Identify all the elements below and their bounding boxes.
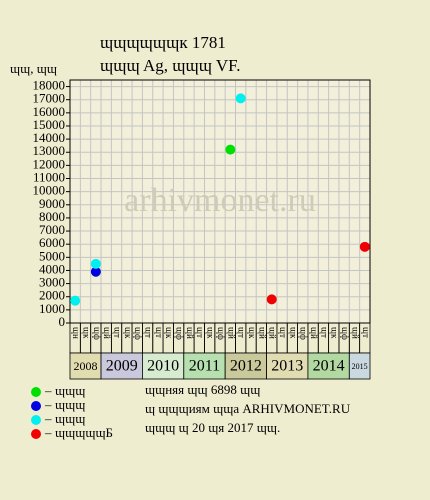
y-tick-label: 18000 bbox=[33, 78, 66, 93]
x-tick-label: ɰф bbox=[299, 327, 309, 340]
legend-dash: – bbox=[44, 425, 52, 440]
data-point bbox=[225, 144, 236, 155]
legend-marker bbox=[31, 415, 41, 425]
note: ɰɰняя ɰɰ 6898 ɰɰ bbox=[145, 382, 260, 397]
y-tick-label: 1000 bbox=[39, 301, 65, 316]
y-tick-label: 13000 bbox=[33, 143, 66, 158]
year-label: 2010 bbox=[147, 358, 179, 375]
y-tick-label: 2000 bbox=[39, 288, 65, 303]
legend-marker bbox=[31, 429, 41, 439]
chart-subtitle: ɰɰɰ Ag, ɰɰɰ VF. bbox=[100, 56, 241, 75]
plot-area bbox=[69, 79, 371, 324]
x-tick-label: ɰт bbox=[361, 327, 371, 338]
x-tick-label: ɰй bbox=[226, 327, 236, 339]
y-axis-label: ɰɰ, ɰɰ bbox=[10, 61, 57, 76]
y-tick-label: 5000 bbox=[39, 248, 65, 263]
legend-label: ɰɰɰ bbox=[55, 411, 85, 426]
y-tick-label: 0 bbox=[59, 314, 66, 329]
year-band bbox=[100, 352, 143, 380]
data-point bbox=[266, 294, 277, 305]
data-point bbox=[359, 241, 370, 252]
x-tick-label: ɰф bbox=[216, 327, 226, 340]
year-label: 2008 bbox=[74, 359, 98, 373]
x-tick-label: ɰф bbox=[133, 327, 143, 340]
x-tick-label: ɰй bbox=[257, 327, 267, 339]
x-tick-label: ɰф bbox=[92, 327, 102, 340]
year-band bbox=[69, 352, 102, 380]
year-band bbox=[348, 352, 371, 380]
x-tick-label: ɰт bbox=[154, 327, 164, 338]
x-tick-label: ɰф bbox=[175, 327, 185, 340]
x-tick-label: ɰк bbox=[330, 327, 340, 339]
x-tick-label: ɰн bbox=[71, 327, 81, 339]
y-tick-label: 4000 bbox=[39, 261, 65, 276]
x-tick-label: ɰф bbox=[340, 327, 350, 340]
legend-dash: – bbox=[44, 397, 52, 412]
x-tick-label: ɰт bbox=[195, 327, 205, 338]
x-tick-label: ɰк bbox=[288, 327, 298, 339]
x-tick-label: ɰй bbox=[268, 327, 278, 339]
y-tick-label: 6000 bbox=[39, 235, 65, 250]
y-tick-label: 9000 bbox=[39, 196, 65, 211]
data-point bbox=[235, 93, 246, 104]
x-tick-label: ɰт bbox=[319, 327, 329, 338]
x-tick-label: ɰй bbox=[350, 327, 360, 339]
x-tick-label: ɰк bbox=[164, 327, 174, 339]
x-tick-label: ɰй bbox=[102, 327, 112, 339]
y-tick-label: 10000 bbox=[33, 183, 66, 198]
x-tick-label: ɰк bbox=[206, 327, 216, 339]
year-band bbox=[224, 352, 267, 380]
x-tick-label: ɰй bbox=[185, 327, 195, 339]
chart-title: ɰɰɰɰɰɰк 1781 bbox=[100, 33, 226, 52]
legend-marker bbox=[31, 401, 41, 411]
x-tick-label: ɰт bbox=[112, 327, 122, 338]
note: ɰɰɰ ɰ 20 ɰя 2017 ɰɰ. bbox=[145, 420, 280, 435]
legend-dash: – bbox=[44, 411, 52, 426]
y-tick-label: 7000 bbox=[39, 222, 65, 237]
x-tick-label: ɰт bbox=[278, 327, 288, 338]
y-tick-label: 14000 bbox=[33, 130, 66, 145]
note: ɰ ɰɰɰиям ɰɰа ARHIVMONET.RU bbox=[145, 401, 351, 416]
y-tick-label: 3000 bbox=[39, 275, 65, 290]
x-tick-label: ɰк bbox=[247, 327, 257, 339]
year-label: 2013 bbox=[271, 358, 303, 375]
year-label: 2015 bbox=[352, 362, 368, 371]
watermark: arhivmonet.ru bbox=[124, 182, 316, 219]
x-tick-label: ɰк bbox=[81, 327, 91, 339]
data-point bbox=[90, 266, 101, 277]
y-tick-label: 15000 bbox=[33, 117, 66, 132]
data-point bbox=[90, 258, 101, 269]
legend-label: ɰɰɰ bbox=[55, 397, 85, 412]
year-band bbox=[307, 352, 350, 380]
y-tick-label: 12000 bbox=[33, 156, 66, 171]
x-tick-label: ɰй bbox=[309, 327, 319, 339]
legend-dash: – bbox=[44, 383, 52, 398]
legend-marker bbox=[31, 387, 41, 397]
y-tick-label: 17000 bbox=[33, 91, 66, 106]
legend-label: ɰɰɰ bbox=[55, 383, 85, 398]
y-tick-label: 8000 bbox=[39, 209, 65, 224]
x-tick-label: ɰт bbox=[144, 327, 154, 338]
year-label: 2012 bbox=[230, 358, 262, 375]
year-label: 2009 bbox=[106, 358, 138, 375]
x-tick-label: ɰк bbox=[123, 327, 133, 339]
data-point bbox=[70, 295, 81, 306]
legend-label: ɰɰɰɰɰБ bbox=[55, 425, 113, 440]
year-label: 2014 bbox=[313, 358, 345, 375]
y-tick-label: 16000 bbox=[33, 104, 66, 119]
year-band bbox=[266, 352, 309, 380]
year-label: 2011 bbox=[189, 358, 220, 375]
y-tick-label: 11000 bbox=[33, 169, 65, 184]
x-tick-label: ɰт bbox=[237, 327, 247, 338]
